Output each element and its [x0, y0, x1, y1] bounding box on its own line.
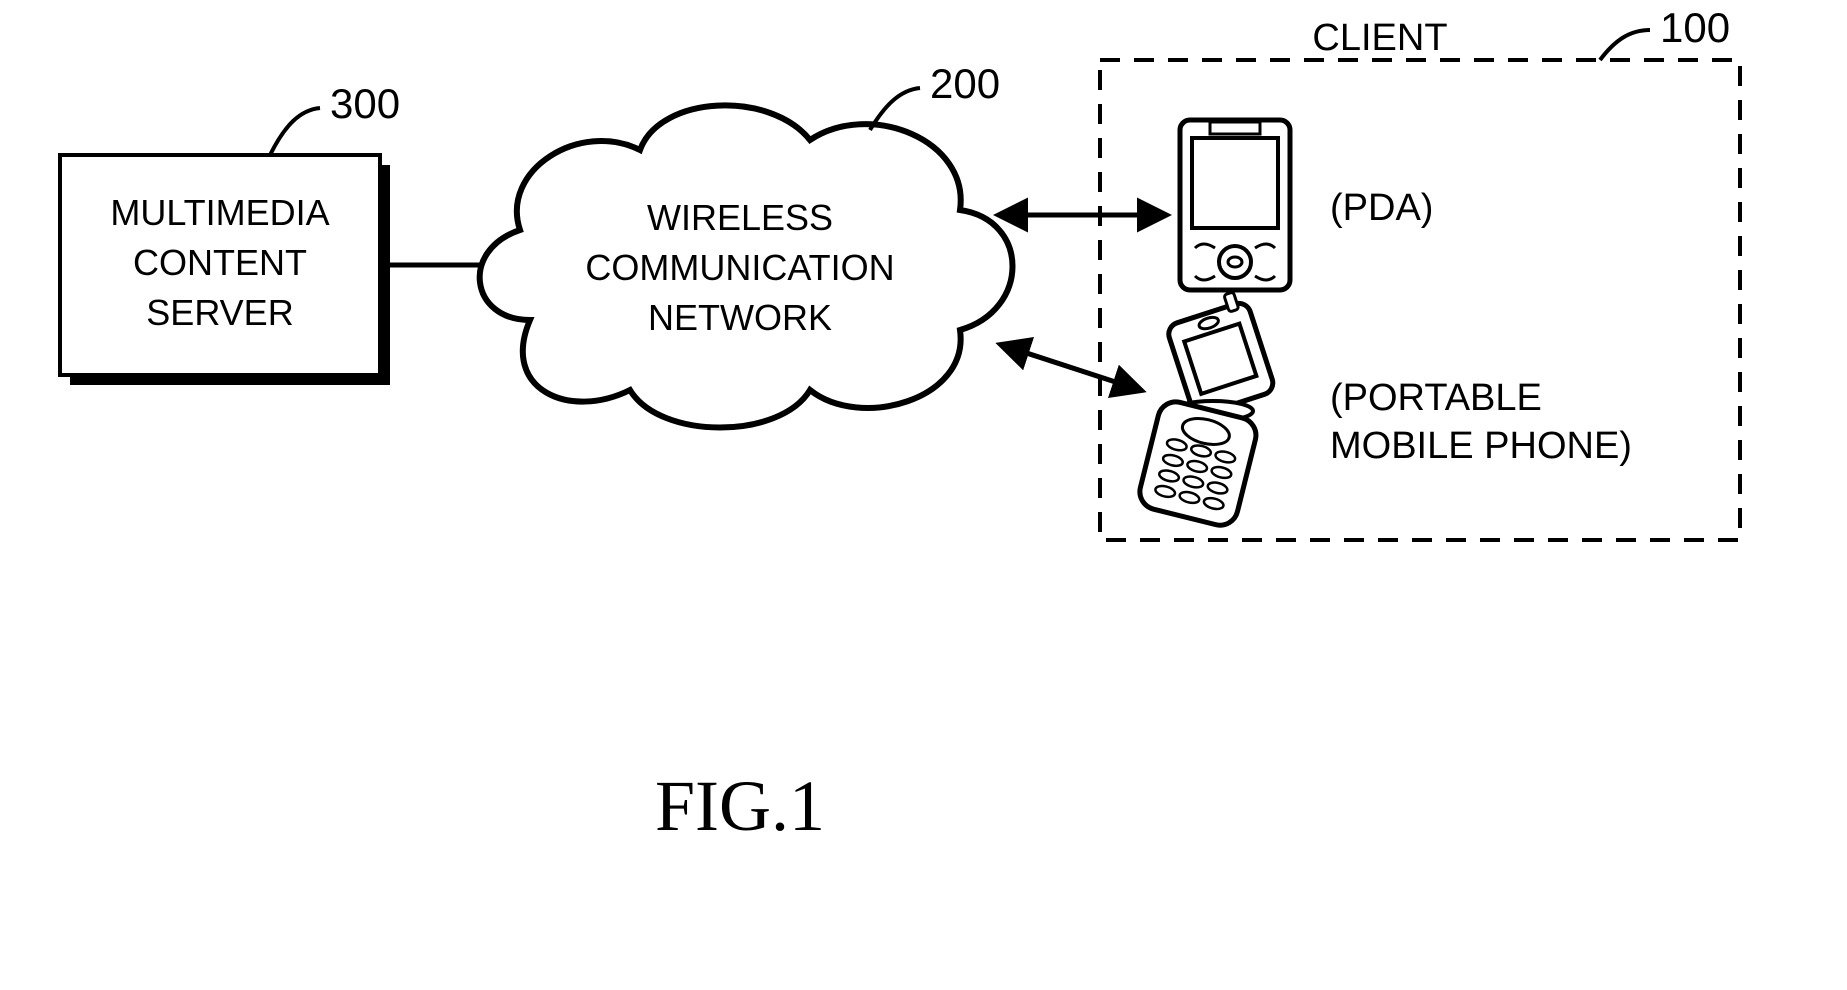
phone-label-line2: MOBILE PHONE): [1330, 425, 1632, 467]
diagram-root: MULTIMEDIA CONTENT SERVER 300 WIRELESS C…: [0, 0, 1847, 990]
client-ref-num: 100: [1660, 4, 1730, 51]
figure-caption: FIG.1: [655, 766, 825, 846]
server-ref-leader: [270, 108, 320, 155]
cloud-text-line2: COMMUNICATION: [585, 247, 894, 288]
pda-label: (PDA): [1330, 187, 1433, 229]
client-title: CLIENT: [1312, 17, 1447, 59]
client-ref-leader: [1600, 30, 1650, 60]
cloud-ref-num: 200: [930, 60, 1000, 107]
pda-icon: [1180, 120, 1290, 290]
server-block: MULTIMEDIA CONTENT SERVER 300: [60, 80, 400, 385]
cloud-text-line3: NETWORK: [648, 297, 832, 338]
cloud-text-line1: WIRELESS: [647, 197, 833, 238]
phone-icon: [1136, 289, 1276, 529]
client-block: CLIENT 100 (PDA): [1100, 4, 1740, 540]
server-text-line2: CONTENT: [133, 242, 307, 283]
cloud-block: WIRELESS COMMUNICATION NETWORK 200: [480, 60, 1013, 428]
server-text-line1: MULTIMEDIA: [110, 192, 329, 233]
server-text-line3: SERVER: [146, 292, 293, 333]
phone-label-line1: (PORTABLE: [1330, 377, 1542, 419]
cloud-phone-arrow: [1002, 345, 1140, 390]
server-ref-num: 300: [330, 80, 400, 127]
